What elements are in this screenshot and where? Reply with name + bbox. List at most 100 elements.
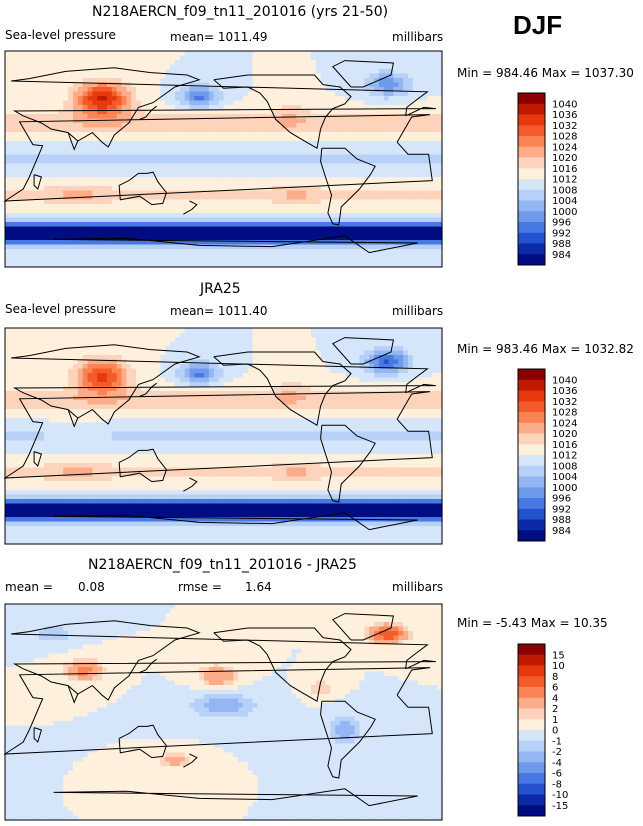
map-cell: [9, 186, 16, 192]
map-cell: [165, 163, 171, 169]
map-cell: [174, 355, 181, 361]
map-cell: [325, 199, 331, 205]
map-cell: [213, 78, 220, 84]
map-cell: [378, 244, 385, 250]
map-cell: [359, 350, 365, 356]
map-cell: [393, 222, 399, 228]
map-cell: [330, 346, 336, 352]
map-cell: [87, 337, 93, 343]
map-cell: [218, 195, 225, 201]
map-cell: [102, 100, 108, 106]
map-cell: [422, 186, 429, 192]
map-cell: [242, 258, 249, 264]
map-cell: [58, 244, 64, 250]
map-cell: [267, 204, 273, 210]
map-cell: [208, 190, 215, 196]
map-cell: [29, 163, 35, 169]
map-cell: [228, 355, 234, 361]
map-cell: [213, 346, 220, 352]
map-cell: [48, 100, 55, 106]
map-cell: [102, 73, 108, 79]
map-cell: [272, 213, 278, 219]
map-cell: [155, 55, 161, 61]
map-cell: [43, 150, 50, 156]
colorbar-swatch: [518, 157, 545, 169]
map-cell: [349, 82, 356, 88]
map-cell: [310, 136, 317, 142]
map-cell: [53, 114, 60, 120]
map-cell: [199, 346, 205, 352]
map-cell: [43, 109, 50, 115]
map-cell: [155, 355, 161, 361]
map-cell: [437, 244, 443, 250]
map-cell: [296, 69, 302, 75]
map-cell: [14, 60, 21, 66]
map-cell: [34, 69, 40, 75]
map-cell: [310, 262, 317, 268]
map-cell: [393, 213, 399, 219]
map-cell: [150, 186, 157, 192]
map-cell: [53, 337, 60, 343]
map-cell: [427, 55, 433, 61]
map-cell: [398, 222, 404, 228]
map-cell: [286, 55, 293, 61]
map-cell: [281, 55, 288, 61]
map-cell: [228, 195, 234, 201]
map-cell: [82, 136, 89, 142]
map-cell: [344, 100, 351, 106]
map-cell: [136, 332, 142, 338]
map-cell: [170, 258, 176, 264]
map-cell: [204, 168, 210, 174]
map-cell: [97, 132, 103, 138]
map-cell: [310, 213, 317, 219]
map-cell: [364, 64, 370, 70]
map-cell: [92, 253, 98, 259]
map-cell: [63, 100, 69, 106]
map-cell: [238, 123, 244, 129]
map-cell: [228, 145, 234, 151]
map-cell: [126, 51, 132, 57]
map-cell: [364, 226, 370, 232]
map-cell: [150, 123, 157, 129]
map-cell: [233, 145, 239, 151]
map-cell: [82, 172, 89, 178]
map-cell: [267, 337, 273, 343]
map-cell: [223, 118, 229, 124]
map-cell: [38, 204, 45, 210]
map-cell: [344, 118, 351, 124]
map-cell: [5, 96, 11, 102]
map-cell: [349, 114, 356, 120]
map-cell: [53, 190, 60, 196]
map-cell: [272, 199, 278, 205]
map-cell: [150, 235, 157, 241]
map-cell: [272, 87, 278, 93]
map-cell: [359, 172, 365, 178]
map-cell: [189, 100, 195, 106]
map-cell: [38, 91, 45, 97]
map-cell: [116, 253, 123, 259]
map-cell: [432, 204, 438, 210]
map-cell: [170, 64, 176, 70]
map-cell: [349, 163, 356, 169]
map-cell: [359, 145, 365, 151]
map-cell: [58, 73, 64, 79]
map-cell: [432, 118, 438, 124]
map-cell: [63, 181, 69, 187]
map-cell: [262, 87, 268, 93]
map-cell: [233, 100, 239, 106]
map-cell: [233, 136, 239, 142]
map-cell: [335, 64, 341, 70]
map-cell: [223, 204, 229, 210]
map-cell: [306, 123, 312, 129]
map-cell: [63, 328, 69, 334]
map-cell: [19, 154, 26, 160]
map-cell: [213, 114, 220, 120]
map-cell: [170, 100, 176, 106]
map-cell: [34, 328, 40, 334]
map-cell: [315, 337, 322, 343]
map-cell: [43, 172, 50, 178]
map-cell: [92, 240, 98, 246]
map-cell: [121, 172, 127, 178]
map-cell: [364, 87, 370, 93]
map-cell: [140, 226, 147, 232]
